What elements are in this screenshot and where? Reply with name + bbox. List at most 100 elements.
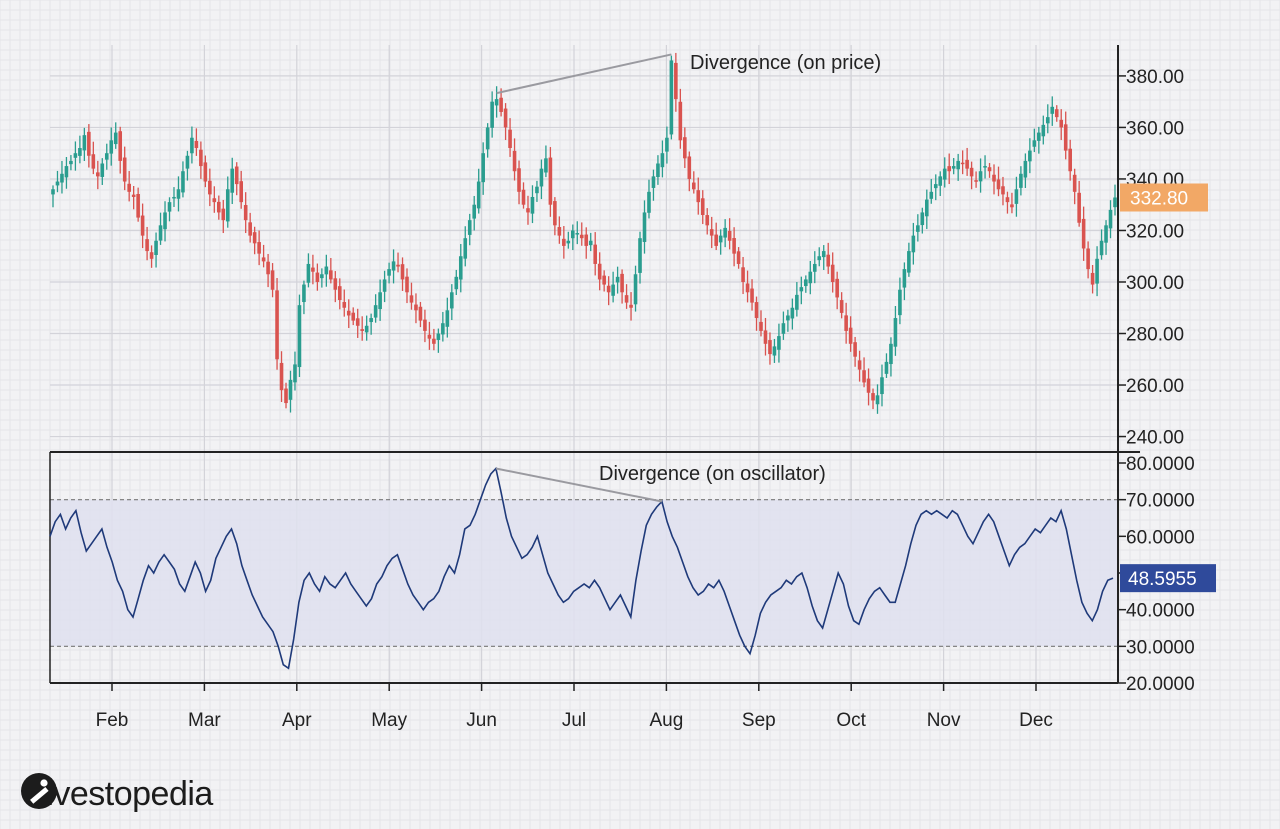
candle-body bbox=[817, 256, 822, 261]
candle-body bbox=[521, 189, 526, 205]
candle-body bbox=[78, 148, 82, 156]
candle-body bbox=[252, 232, 257, 244]
candle-body bbox=[647, 191, 651, 213]
candle-body bbox=[611, 284, 615, 296]
candle-body bbox=[270, 270, 275, 290]
candle-body bbox=[1037, 132, 1041, 141]
candle-body bbox=[154, 240, 158, 255]
candle-body bbox=[624, 295, 629, 303]
candle-body bbox=[956, 160, 960, 170]
candle-body bbox=[1045, 117, 1050, 124]
last-oscillator-label: 48.5955 bbox=[1128, 569, 1197, 590]
candle-body bbox=[1068, 148, 1072, 172]
candle-body bbox=[391, 261, 396, 271]
candle-body bbox=[494, 99, 499, 106]
candle-body bbox=[911, 235, 916, 253]
oscillator-band bbox=[50, 499, 1118, 647]
candle-body bbox=[472, 204, 477, 219]
x-tick-label: Aug bbox=[649, 710, 683, 731]
candle-body bbox=[947, 166, 952, 172]
candle-body bbox=[382, 279, 387, 292]
candle-body bbox=[172, 196, 176, 199]
candle-body bbox=[638, 238, 642, 273]
candle-body bbox=[812, 263, 817, 272]
candle-body bbox=[517, 168, 521, 192]
candle-body bbox=[104, 153, 109, 160]
price-tick-label: 260.00 bbox=[1126, 376, 1184, 397]
candle-body bbox=[924, 199, 929, 217]
candle-body bbox=[1032, 140, 1037, 147]
candle-body bbox=[378, 292, 382, 310]
candle-body bbox=[369, 318, 373, 323]
candle-body bbox=[795, 294, 799, 310]
x-tick-label: Mar bbox=[188, 710, 221, 731]
candle-body bbox=[620, 273, 624, 293]
candle-body bbox=[199, 149, 203, 167]
candle-body bbox=[987, 167, 992, 172]
candle-body bbox=[575, 233, 580, 235]
candle-body bbox=[149, 252, 154, 259]
candle-body bbox=[1059, 119, 1064, 128]
candle-body bbox=[1077, 192, 1081, 223]
x-tick-label: May bbox=[371, 710, 407, 731]
candle-body bbox=[1072, 174, 1077, 192]
candle-body bbox=[1041, 124, 1046, 137]
candle-body bbox=[588, 240, 593, 246]
candle-body bbox=[512, 150, 517, 172]
candle-body bbox=[167, 202, 172, 212]
candle-body bbox=[781, 323, 786, 334]
oscillator-tick-label: 40.0000 bbox=[1126, 601, 1195, 622]
candle-body bbox=[1063, 124, 1068, 151]
candle-body bbox=[606, 285, 611, 293]
candle-body bbox=[481, 153, 485, 183]
candle-body bbox=[239, 181, 244, 203]
candle-body bbox=[508, 129, 512, 149]
candle-body bbox=[875, 395, 880, 405]
candle-body bbox=[234, 166, 239, 185]
candle-body bbox=[467, 220, 472, 235]
candle-body bbox=[857, 360, 862, 370]
candle-body bbox=[736, 251, 741, 264]
candle-body bbox=[1113, 197, 1117, 208]
candle-body bbox=[593, 244, 598, 264]
candle-body bbox=[64, 166, 69, 178]
candle-body bbox=[884, 361, 889, 374]
candle-body bbox=[669, 60, 674, 135]
candle-body bbox=[597, 263, 602, 280]
x-tick-label: Dec bbox=[1019, 710, 1053, 731]
candle-body bbox=[158, 225, 163, 241]
candle-body bbox=[315, 272, 320, 282]
candle-body bbox=[302, 284, 306, 303]
candle-body bbox=[526, 208, 530, 213]
candle-body bbox=[763, 330, 768, 344]
candle-body bbox=[741, 267, 745, 282]
candle-body bbox=[1054, 109, 1059, 118]
candle-body bbox=[96, 172, 100, 177]
candle-body bbox=[871, 393, 875, 401]
candle-body bbox=[602, 275, 606, 285]
candle-body bbox=[786, 315, 790, 321]
candle-body bbox=[387, 269, 391, 276]
x-tick-label: Sep bbox=[742, 710, 776, 731]
oscillator-divergence-label: Divergence (on oscillator) bbox=[599, 463, 826, 485]
x-tick-label: Feb bbox=[96, 710, 129, 731]
candle-body bbox=[1081, 218, 1086, 249]
candle-body bbox=[960, 162, 965, 165]
candle-body bbox=[974, 180, 978, 182]
oscillator-line bbox=[49, 466, 1114, 670]
candle-body bbox=[346, 310, 351, 316]
x-tick-label: Nov bbox=[927, 710, 961, 731]
candle-body bbox=[127, 183, 131, 192]
candle-body bbox=[929, 191, 934, 199]
candle-body bbox=[687, 156, 692, 179]
candle-body bbox=[1005, 197, 1010, 203]
candle-body bbox=[804, 279, 808, 287]
candle-body bbox=[992, 174, 996, 182]
candle-body bbox=[436, 333, 441, 340]
candle-body bbox=[723, 227, 727, 238]
candle-body bbox=[768, 340, 772, 355]
candle-body bbox=[337, 286, 342, 301]
candle-body bbox=[821, 251, 826, 258]
candle-body bbox=[176, 189, 181, 199]
candle-body bbox=[230, 168, 235, 193]
